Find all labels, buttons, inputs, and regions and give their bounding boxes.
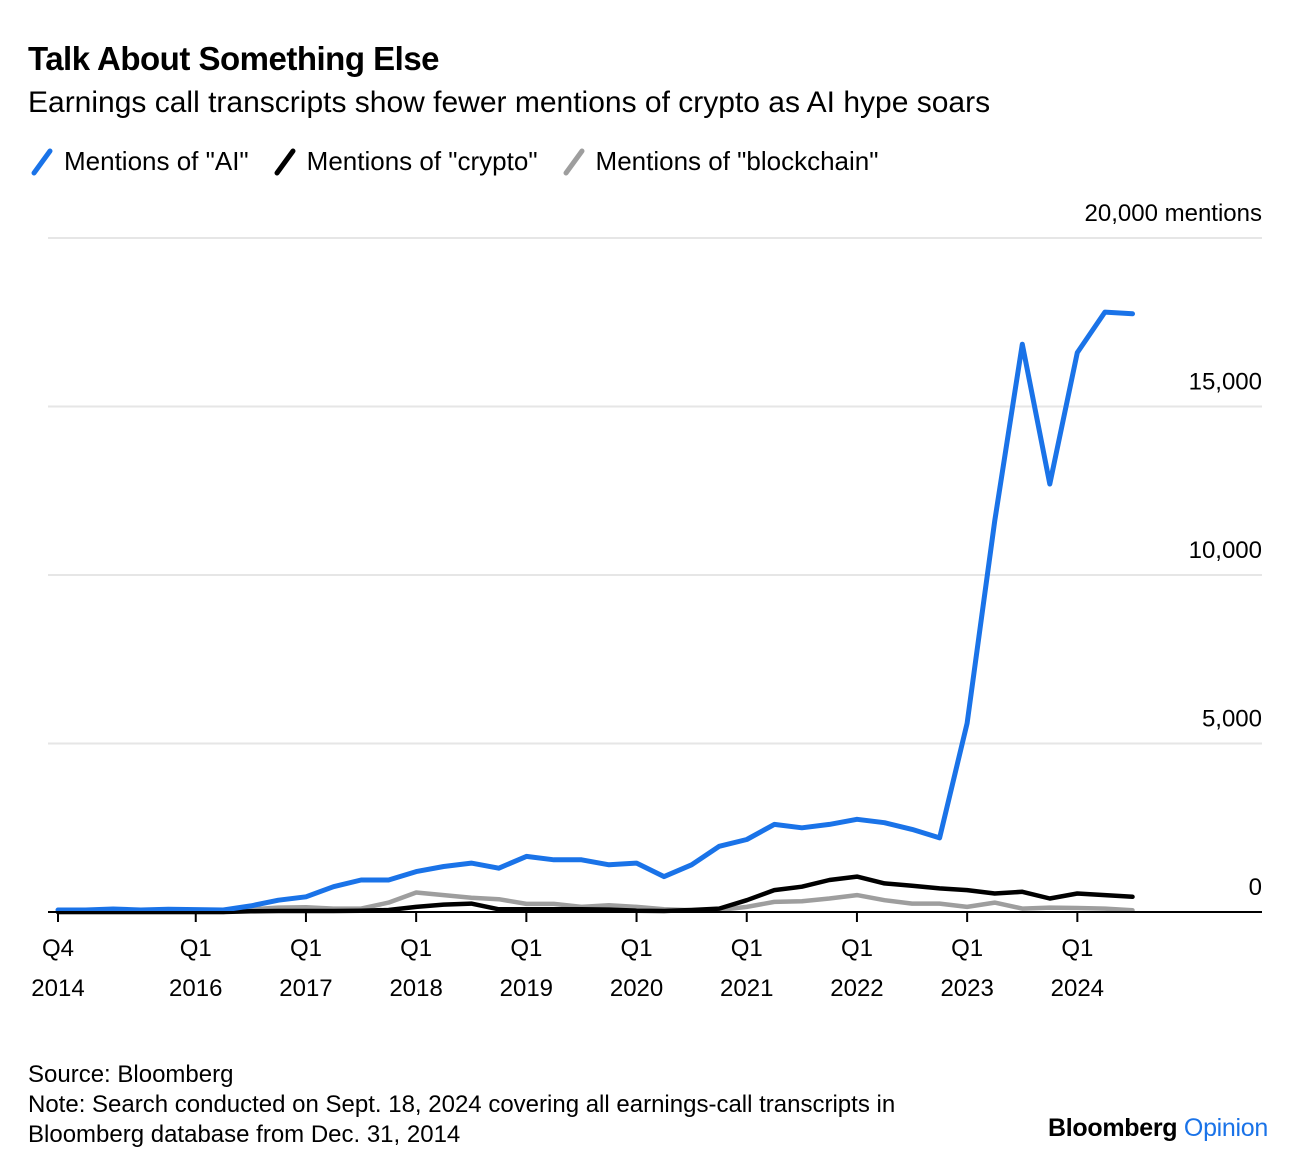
y-tick-label: 10,000 — [1189, 537, 1262, 564]
chart-title: Talk About Something Else — [28, 40, 440, 77]
legend-item-blockchain: Mentions of "blockchain" — [560, 146, 879, 177]
y-tick-label: 20,000 mentions — [1085, 200, 1262, 227]
footer: Source: Bloomberg Note: Search conducted… — [28, 1060, 895, 1150]
brand-logo: Bloomberg Opinion — [1048, 1114, 1268, 1143]
x-tick-label: 2021 — [720, 975, 773, 1002]
chart-subtitle: Earnings call transcripts show fewer men… — [28, 86, 991, 119]
x-tick-label: Q1 — [290, 935, 322, 962]
x-tick-label: Q1 — [951, 935, 983, 962]
x-tick-label: Q1 — [180, 935, 212, 962]
y-tick-label: 5,000 — [1202, 706, 1262, 733]
y-tick-label: 15,000 — [1189, 369, 1262, 396]
ai-series-line — [55, 309, 1135, 913]
x-tick-label: Q1 — [400, 935, 432, 962]
x-tick-label: 2018 — [389, 975, 442, 1002]
line-chart: 0 5,000 10,000 15,000 20,000 mentions Q4 2014 Q… — [31, 200, 1262, 1002]
legend-item-crypto: Mentions of "crypto" — [271, 146, 538, 177]
x-tick-label: Q1 — [731, 935, 763, 962]
legend-swatch-ai — [28, 147, 56, 177]
source-note: Source: Bloomberg — [28, 1061, 234, 1088]
legend-swatch-crypto — [271, 147, 299, 177]
y-tick-label: 0 — [1249, 874, 1262, 901]
legend-swatch-blockchain — [560, 147, 588, 177]
x-tick-label: Q1 — [510, 935, 542, 962]
x-tick-label: 2016 — [169, 975, 222, 1002]
legend-label-ai: Mentions of "AI" — [64, 146, 249, 176]
legend: Mentions of "AI" Mentions of "crypto" Me… — [28, 146, 901, 177]
methodology-note-line-2: Bloomberg database from Dec. 31, 2014 — [28, 1121, 461, 1148]
x-tick-label: 2019 — [500, 975, 553, 1002]
x-tick-label: Q4 — [42, 935, 74, 962]
x-tick-label: 2024 — [1051, 975, 1104, 1002]
x-tick-label: Q1 — [841, 935, 873, 962]
x-tick-label: 2023 — [940, 975, 993, 1002]
x-tick-label: Q1 — [1061, 935, 1093, 962]
x-tick-label: 2020 — [610, 975, 663, 1002]
x-tick-label: 2014 — [31, 975, 84, 1002]
legend-label-blockchain: Mentions of "blockchain" — [595, 146, 879, 176]
legend-label-crypto: Mentions of "crypto" — [306, 146, 538, 176]
x-tick-label: 2017 — [279, 975, 332, 1002]
brand-suffix: Opinion — [1183, 1114, 1268, 1142]
legend-item-ai: Mentions of "AI" — [28, 146, 249, 177]
x-tick-label: Q1 — [621, 935, 653, 962]
x-tick-label: 2022 — [830, 975, 883, 1002]
brand-name: Bloomberg — [1048, 1114, 1178, 1142]
methodology-note-line-1: Note: Search conducted on Sept. 18, 2024… — [28, 1091, 896, 1118]
